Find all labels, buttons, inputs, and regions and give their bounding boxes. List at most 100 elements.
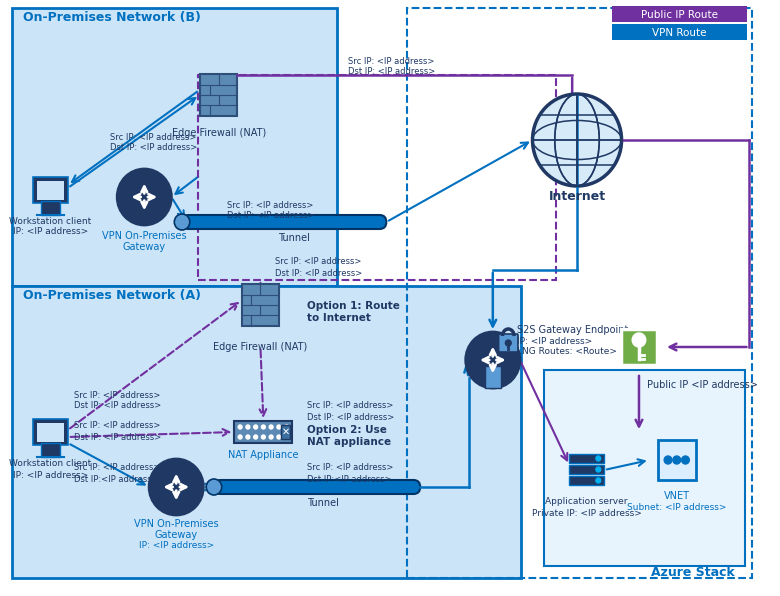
Text: Dst IP: <IP address>: Dst IP: <IP address> <box>275 269 362 278</box>
Circle shape <box>254 435 257 439</box>
Bar <box>197 75 555 280</box>
Text: Application server: Application server <box>545 498 628 507</box>
Text: Workstation client: Workstation client <box>9 460 91 468</box>
Bar <box>37 423 64 442</box>
Circle shape <box>505 340 511 346</box>
Circle shape <box>633 333 646 347</box>
Circle shape <box>673 456 681 464</box>
Bar <box>569 465 604 474</box>
Text: Src IP: <IP address>: Src IP: <IP address> <box>348 57 434 67</box>
Text: On-Premises Network (A): On-Premises Network (A) <box>23 288 201 302</box>
Text: LNG Routes: <Route>: LNG Routes: <Route> <box>517 347 617 356</box>
Circle shape <box>246 435 250 439</box>
Circle shape <box>261 425 265 429</box>
Circle shape <box>285 425 289 429</box>
Bar <box>242 284 279 326</box>
Circle shape <box>466 332 520 388</box>
Text: Option 1: Route: Option 1: Route <box>307 301 400 311</box>
Circle shape <box>285 435 289 439</box>
Bar <box>234 421 292 443</box>
Text: IP: <IP address>: IP: <IP address> <box>139 542 214 551</box>
Text: Src IP: <IP address>: Src IP: <IP address> <box>111 134 197 142</box>
Text: Dst IP: <IP address>: Dst IP: <IP address> <box>111 144 197 153</box>
Text: Private IP: <IP address>: Private IP: <IP address> <box>532 508 642 517</box>
FancyBboxPatch shape <box>612 24 747 40</box>
Bar <box>37 181 64 200</box>
Text: IP: <IP address>: IP: <IP address> <box>517 337 592 346</box>
Bar <box>33 177 68 203</box>
Text: Dst IP: <IP address>: Dst IP: <IP address> <box>73 402 161 411</box>
FancyBboxPatch shape <box>12 8 337 286</box>
Circle shape <box>596 478 601 483</box>
FancyBboxPatch shape <box>182 215 386 229</box>
Circle shape <box>269 435 273 439</box>
Text: ✕: ✕ <box>282 427 289 437</box>
Circle shape <box>149 459 204 515</box>
Bar <box>406 8 752 578</box>
FancyBboxPatch shape <box>12 286 521 578</box>
Bar <box>41 201 60 215</box>
Circle shape <box>174 214 190 230</box>
Text: Dst IP:<IP address>: Dst IP:<IP address> <box>73 474 158 483</box>
Text: Subnet: <IP address>: Subnet: <IP address> <box>627 502 726 511</box>
Text: Option 2: Use: Option 2: Use <box>307 425 387 435</box>
Circle shape <box>596 456 601 461</box>
Text: IP: <IP address>: IP: <IP address> <box>12 228 88 237</box>
Bar <box>485 366 501 388</box>
Text: VNET: VNET <box>664 491 690 501</box>
Text: NAT appliance: NAT appliance <box>307 437 391 447</box>
Circle shape <box>246 425 250 429</box>
Text: Src IP: <IP address>: Src IP: <IP address> <box>73 390 160 399</box>
FancyBboxPatch shape <box>498 334 518 352</box>
Text: Src IP: <IP address>: Src IP: <IP address> <box>73 464 160 473</box>
Text: Azure Stack: Azure Stack <box>651 566 735 579</box>
Text: Src IP: <IP address>: Src IP: <IP address> <box>307 402 393 411</box>
FancyBboxPatch shape <box>214 480 420 494</box>
Circle shape <box>269 425 273 429</box>
Circle shape <box>682 456 690 464</box>
Text: Public IP Route: Public IP Route <box>641 10 718 20</box>
Circle shape <box>277 425 281 429</box>
Text: VPN On-Premises: VPN On-Premises <box>134 519 218 529</box>
Text: Tunnel: Tunnel <box>307 498 339 508</box>
Text: to Internet: to Internet <box>307 313 370 323</box>
Text: Internet: Internet <box>548 191 605 203</box>
Circle shape <box>277 435 281 439</box>
Text: S2S Gateway Endpoint: S2S Gateway Endpoint <box>517 325 629 335</box>
Text: Dst IP:<IP address>: Dst IP:<IP address> <box>307 474 392 483</box>
Text: Src IP: <IP address>: Src IP: <IP address> <box>226 200 313 210</box>
FancyBboxPatch shape <box>612 6 747 22</box>
Circle shape <box>261 435 265 439</box>
Circle shape <box>533 94 622 186</box>
Text: VPN Route: VPN Route <box>652 28 707 38</box>
Text: Tunnel: Tunnel <box>278 233 310 243</box>
Bar <box>569 476 604 485</box>
Text: Dst IP: <IP address>: Dst IP: <IP address> <box>307 414 394 423</box>
Text: Edge Firewall (NAT): Edge Firewall (NAT) <box>214 342 307 352</box>
Text: Public IP <IP address>: Public IP <IP address> <box>647 380 757 390</box>
Circle shape <box>238 425 242 429</box>
Text: Dst IP: <IP address>: Dst IP: <IP address> <box>226 210 314 219</box>
Text: Src IP: <IP address>: Src IP: <IP address> <box>307 464 393 473</box>
Text: Gateway: Gateway <box>122 242 166 252</box>
Circle shape <box>206 479 222 495</box>
Circle shape <box>117 169 172 225</box>
Text: Dst IP: <IP address>: Dst IP: <IP address> <box>73 433 161 442</box>
Circle shape <box>596 467 601 472</box>
Text: Edge Firewall (NAT): Edge Firewall (NAT) <box>172 128 266 138</box>
Text: Src IP: <IP address>: Src IP: <IP address> <box>73 421 160 430</box>
Text: VPN On-Premises: VPN On-Premises <box>102 231 186 241</box>
Circle shape <box>254 425 257 429</box>
FancyBboxPatch shape <box>544 370 744 566</box>
Text: NAT Appliance: NAT Appliance <box>228 450 299 460</box>
Text: Dst IP: <IP address>: Dst IP: <IP address> <box>348 67 434 76</box>
Bar <box>281 425 290 439</box>
Text: Gateway: Gateway <box>154 530 198 540</box>
Bar <box>200 74 237 116</box>
Text: IP: <IP address>: IP: <IP address> <box>12 470 88 480</box>
Bar <box>33 419 68 445</box>
Text: Src IP: <IP address>: Src IP: <IP address> <box>275 257 361 266</box>
Text: Workstation client: Workstation client <box>9 218 91 226</box>
Bar <box>41 443 60 457</box>
Text: On-Premises Network (B): On-Premises Network (B) <box>23 11 201 24</box>
